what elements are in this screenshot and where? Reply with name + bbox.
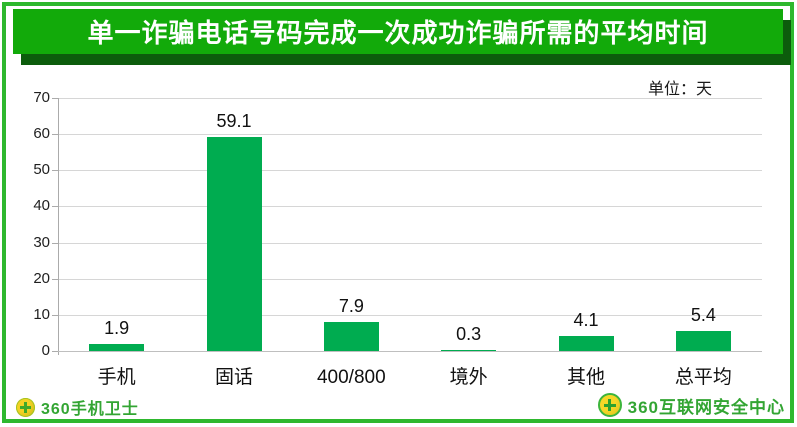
gridline (58, 314, 762, 316)
bar-value-label: 5.4 (690, 305, 716, 326)
x-axis-labels: 手机 固话 400/800 境外 其他 总平均 (58, 365, 762, 391)
y-tick-label: 10 (33, 305, 50, 323)
y-tick-mark (52, 170, 58, 172)
x-category-label: 总平均 (674, 367, 732, 388)
y-tick-mark (52, 98, 58, 99)
left-logo-text: 360手机卫士 (41, 401, 139, 418)
y-tick-label: 60 (33, 125, 50, 143)
bar-value-label: 59.1 (216, 111, 252, 132)
shield-cross-icon (16, 397, 35, 417)
y-tick-label: 50 (33, 161, 50, 179)
gridline (58, 242, 762, 244)
chart-title: 单一诈骗电话号码完成一次成功诈骗所需的平均时间 (87, 18, 709, 48)
bar-其他 (558, 336, 614, 351)
gridline (58, 170, 762, 172)
y-tick-label: 30 (33, 233, 50, 251)
bar-400/800 (323, 322, 379, 351)
x-category-label: 其他 (566, 367, 605, 388)
footer-right-logo: 360互联网安全中心 (597, 393, 785, 417)
x-category-label: 手机 (97, 367, 136, 388)
bar-value-label: 7.9 (338, 296, 364, 317)
x-category-label: 固话 (214, 367, 253, 388)
title-banner: 单一诈骗电话号码完成一次成功诈骗所需的平均时间 (13, 9, 783, 54)
bar-固话 (206, 137, 262, 351)
bar-value-label: 0.3 (456, 323, 482, 344)
gridline (58, 134, 762, 136)
y-tick-mark (52, 206, 58, 208)
y-tick-mark (52, 351, 58, 352)
y-tick-mark (52, 242, 58, 244)
bar-value-label: 4.1 (573, 310, 599, 331)
bar-总平均 (675, 331, 731, 351)
y-tick-mark (52, 278, 58, 280)
x-category-label: 境外 (449, 367, 488, 388)
footer-left-logo: 360手机卫士 (16, 395, 139, 419)
wreath-cross-icon (597, 393, 622, 417)
y-tick-label: 40 (33, 197, 50, 215)
gridline (58, 206, 762, 208)
gridline (58, 98, 762, 99)
gridline (58, 278, 762, 280)
right-logo-text: 360互联网安全中心 (627, 397, 785, 417)
y-tick-label: 0 (41, 342, 50, 359)
y-tick-mark (52, 134, 58, 136)
unit-label: 单位：天 (647, 81, 712, 98)
y-tick-mark (52, 314, 58, 316)
y-tick-label: 70 (33, 89, 50, 106)
plot-area: 1.9 59.1 7.9 0.3 4.1 5.4 (58, 98, 762, 351)
x-axis-line (58, 351, 762, 352)
bar-value-label: 1.9 (104, 318, 130, 339)
x-category-label: 400/800 (316, 367, 386, 388)
y-tick-label: 20 (33, 269, 50, 287)
bar-境外 (441, 349, 497, 351)
bar-手机 (89, 344, 145, 351)
y-axis-line (58, 98, 59, 355)
